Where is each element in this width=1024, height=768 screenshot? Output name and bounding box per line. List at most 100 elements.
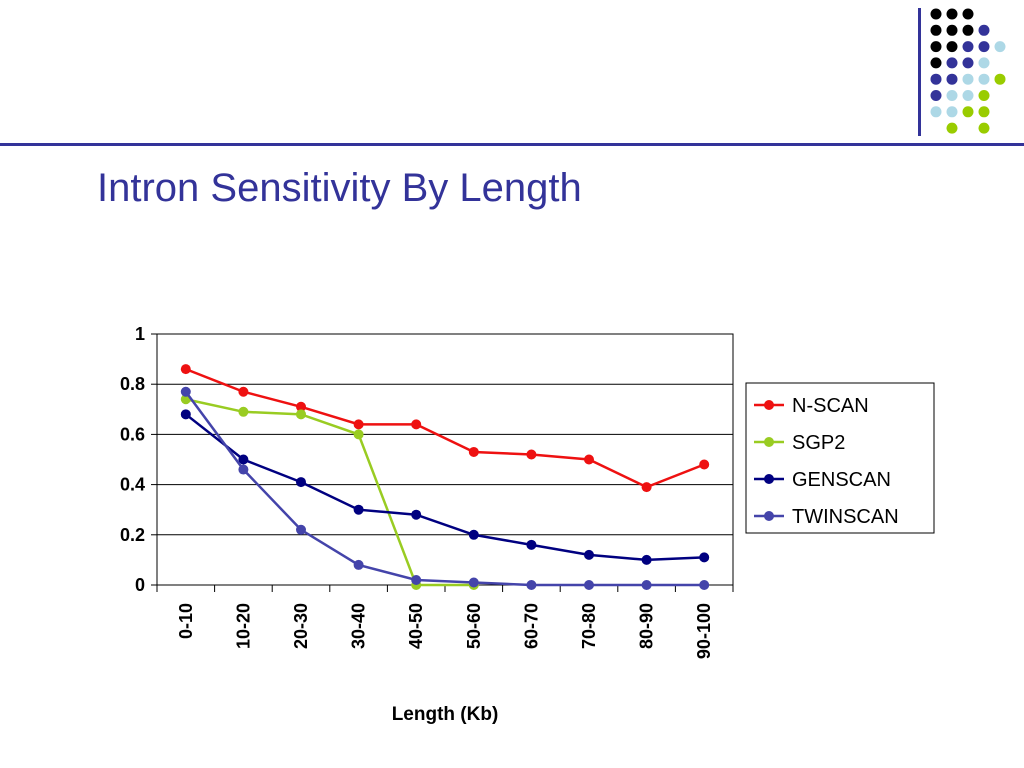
data-point [699, 459, 710, 470]
y-tick-label: 1 [135, 324, 145, 344]
y-tick-label: 0.2 [120, 525, 145, 545]
series-n-scan [180, 364, 710, 493]
data-point [468, 529, 479, 540]
data-point [353, 504, 364, 515]
data-point [526, 449, 537, 460]
decorative-dot [946, 24, 958, 36]
data-point [296, 477, 306, 488]
legend-swatch-marker [764, 474, 774, 484]
decorative-dot [962, 90, 974, 101]
x-tick-label: 0-10 [176, 603, 196, 639]
data-point [699, 580, 710, 590]
series-line [184, 390, 705, 587]
data-point [526, 539, 537, 550]
data-point [641, 554, 652, 565]
decorative-dot [994, 73, 1006, 85]
x-tick-label: 90-100 [694, 603, 714, 659]
legend-entry: GENSCAN [754, 469, 891, 491]
data-point [411, 509, 422, 520]
decorative-dot [946, 73, 958, 85]
x-tick-label: 70-80 [579, 603, 599, 649]
decorative-dot [962, 73, 974, 85]
decorative-dot [994, 41, 1006, 53]
corner-accent-bar [918, 8, 921, 136]
decorative-dot [946, 106, 958, 118]
decorative-dot [962, 24, 974, 36]
data-point [180, 386, 191, 397]
legend-label: N-SCAN [792, 395, 869, 417]
decorative-dot-grid [930, 8, 1006, 134]
legend-swatch-marker [764, 511, 774, 521]
data-point [180, 364, 191, 375]
decorative-dot [978, 122, 990, 134]
data-point [584, 549, 594, 560]
x-tick-label: 40-50 [406, 603, 426, 649]
series-twinscan [180, 386, 710, 590]
decorative-dot [946, 90, 958, 101]
data-point [584, 580, 594, 590]
data-point [296, 524, 306, 535]
series-line [185, 367, 705, 489]
decorative-dot [978, 41, 990, 53]
data-point [468, 577, 479, 588]
y-tick-label: 0 [135, 575, 145, 595]
decorative-dot [930, 73, 942, 85]
data-point [296, 401, 306, 412]
x-axis-title: Length (Kb) [392, 704, 499, 725]
legend-entry: TWINSCAN [754, 506, 899, 528]
series-sgp2 [180, 394, 479, 590]
legend-label: GENSCAN [792, 469, 891, 491]
y-tick-label: 0.6 [120, 424, 145, 444]
data-point [526, 580, 537, 590]
legend-swatch-marker [764, 437, 774, 447]
series-genscan [180, 409, 710, 565]
legend-entry: N-SCAN [754, 395, 869, 417]
decorative-dot [930, 24, 942, 36]
decorative-dot [978, 57, 990, 69]
x-tick-label: 80-90 [637, 603, 657, 649]
decorative-dot [930, 90, 942, 101]
series-lines [180, 364, 710, 590]
decorative-dot [962, 57, 974, 69]
decorative-dot [978, 106, 990, 118]
grid-lines [157, 383, 733, 536]
legend-entry: SGP2 [754, 432, 845, 454]
legend-label: SGP2 [792, 432, 845, 454]
data-point [296, 409, 306, 420]
y-tick-label: 0.4 [120, 475, 145, 495]
chart-legend: N-SCAN SGP2 GENSCAN TWINSCAN [745, 382, 935, 534]
title-divider-line [0, 143, 1024, 146]
decorative-dot [946, 8, 958, 20]
axes: 0 0.2 0.4 0.6 0.8 1 0-10 10-20 20-30 30-40 40-50 50… [120, 324, 734, 659]
data-point [353, 429, 364, 440]
data-point [238, 454, 249, 465]
legend-label: TWINSCAN [792, 506, 899, 528]
decorative-dot [978, 73, 990, 85]
y-tick-label: 0.8 [120, 374, 145, 394]
data-point [238, 386, 249, 397]
series-line [185, 398, 474, 587]
x-tick-label: 10-20 [233, 603, 253, 649]
data-point [411, 574, 422, 585]
data-point [353, 559, 364, 570]
decorative-dot [946, 57, 958, 69]
decorative-dot [930, 106, 942, 118]
data-point [411, 419, 422, 430]
data-point [468, 446, 479, 457]
decorative-dot [962, 106, 974, 118]
slide-title: Intron Sensitivity By Length [97, 166, 582, 210]
data-point [641, 580, 652, 590]
legend-box [745, 382, 935, 534]
decorative-dot [978, 90, 990, 101]
decorative-dot [962, 8, 974, 20]
data-point [641, 482, 652, 493]
data-point [584, 454, 594, 465]
decorative-dot [946, 122, 958, 134]
x-tick-label: 20-30 [291, 603, 311, 649]
data-point [699, 552, 710, 563]
data-point [238, 464, 249, 475]
x-tick-label: 30-40 [349, 603, 369, 649]
decorative-dot [930, 57, 942, 69]
decorative-dot [946, 41, 958, 53]
